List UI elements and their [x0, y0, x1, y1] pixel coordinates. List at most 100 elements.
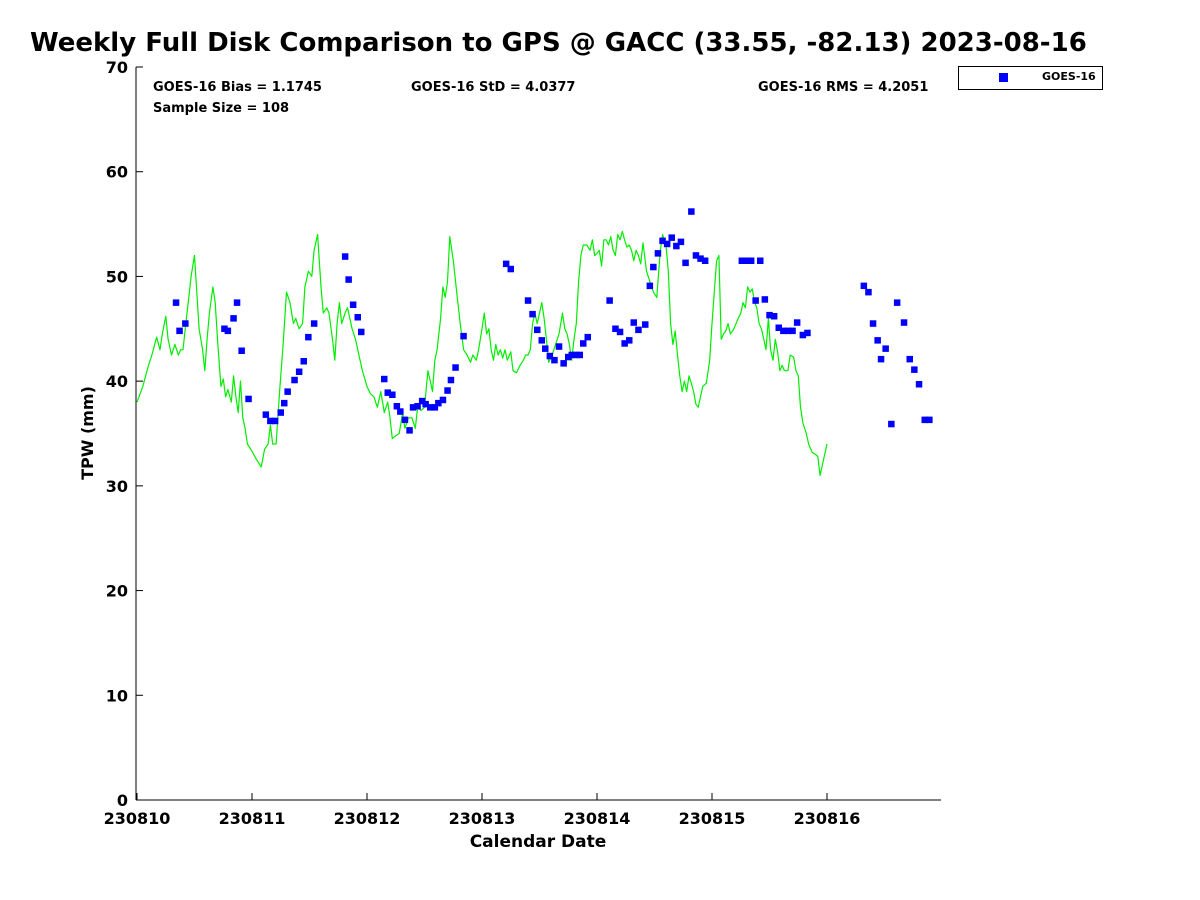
goes16-point — [300, 358, 307, 365]
goes16-point — [869, 320, 877, 327]
goes16-point — [560, 360, 567, 367]
goes16-point — [650, 263, 657, 271]
goes16-point — [444, 387, 451, 394]
goes16-point — [911, 366, 918, 373]
goes16-point — [668, 234, 675, 241]
y-axis-label: TPW (mm) — [78, 386, 97, 480]
goes16-point — [418, 397, 426, 405]
stat-std: GOES-16 StD = 4.0377 — [411, 80, 576, 95]
y-tick-label: 70 — [106, 58, 128, 77]
goes16-point — [877, 355, 885, 363]
goes16-point — [893, 299, 901, 306]
x-tick-label: 230816 — [794, 809, 861, 828]
goes16-point — [310, 320, 318, 327]
goes16-point — [447, 376, 455, 384]
goes16-point — [921, 416, 928, 424]
goes16-point — [654, 250, 662, 257]
goes16-point — [906, 355, 913, 363]
goes16-point — [435, 399, 442, 407]
goes16-point — [682, 259, 689, 267]
goes16-point — [757, 257, 764, 264]
goes16-point — [291, 376, 298, 384]
y-tick-label: 30 — [106, 477, 128, 496]
goes16-point — [284, 388, 291, 395]
goes16-point — [555, 343, 563, 350]
goes16-point — [663, 240, 671, 248]
goes16-point — [761, 296, 769, 303]
y-tick-label: 40 — [106, 372, 128, 391]
goes16-point — [406, 427, 413, 434]
goes16-point — [568, 351, 575, 359]
goes16-point — [793, 319, 801, 326]
goes16-point — [646, 282, 654, 290]
goes16-point — [747, 257, 755, 264]
goes16-point — [401, 416, 409, 424]
axes — [135, 67, 941, 801]
goes16-point — [460, 332, 467, 340]
goes16-point — [573, 351, 580, 359]
goes16-point — [697, 255, 704, 262]
goes16-point — [397, 408, 404, 415]
goes16-point — [221, 325, 228, 332]
goes16-point — [422, 400, 429, 408]
x-tick-label: 230811 — [219, 809, 286, 828]
goes16-point — [354, 314, 361, 321]
y-tick-label: 50 — [106, 267, 128, 286]
goes16-point — [616, 328, 624, 336]
goes16-point — [580, 340, 587, 347]
x-tick-label: 230815 — [679, 809, 746, 828]
stat-sample-size: Sample Size = 108 — [153, 101, 290, 116]
goes16-point — [775, 324, 782, 331]
goes16-point — [172, 299, 180, 306]
goes16-point — [799, 331, 807, 339]
goes16-point — [865, 288, 872, 296]
goes16-point — [546, 352, 554, 360]
goes16-point — [642, 321, 649, 328]
goes16-point — [427, 404, 434, 411]
legend: GOES-16 — [958, 66, 1103, 90]
goes16-point — [381, 375, 388, 383]
goes16-point — [743, 257, 750, 264]
gps-line — [136, 230, 828, 476]
goes16-point — [659, 237, 666, 245]
goes16-point — [673, 242, 680, 250]
goes16-point — [507, 265, 514, 273]
goes16-point — [305, 333, 312, 341]
goes16-point — [349, 301, 357, 308]
goes16-point — [529, 310, 536, 318]
goes16-point — [341, 253, 349, 260]
goes-series — [172, 208, 933, 434]
y-tick-label: 60 — [106, 163, 128, 182]
goes16-point — [224, 327, 232, 335]
goes16-point — [393, 403, 401, 410]
goes16-point — [576, 351, 583, 359]
goes16-point — [789, 327, 796, 335]
goes16-point — [414, 403, 421, 410]
goes16-point — [738, 257, 746, 264]
goes16-point — [752, 297, 759, 304]
goes16-point — [635, 326, 642, 334]
goes16-point — [409, 404, 417, 411]
goes16-point — [804, 329, 811, 337]
goes16-point — [621, 340, 628, 347]
goes16-point — [277, 409, 284, 416]
goes16-point — [770, 313, 778, 320]
goes16-point — [345, 276, 352, 283]
goes16-point — [267, 417, 274, 425]
goes16-point — [784, 327, 792, 335]
goes16-point — [626, 337, 633, 344]
goes16-point — [176, 327, 183, 335]
goes16-point — [926, 416, 933, 424]
goes16-point — [882, 345, 889, 352]
y-tick-label: 0 — [117, 791, 128, 810]
goes16-point — [389, 391, 396, 398]
goes16-point — [701, 257, 709, 264]
chart-title: Weekly Full Disk Comparison to GPS @ GAC… — [30, 28, 1087, 58]
y-tick-label: 10 — [106, 686, 128, 705]
stat-rms: GOES-16 RMS = 4.2051 — [758, 80, 929, 95]
goes16-point — [281, 399, 288, 407]
stat-bias: GOES-16 Bias = 1.1745 — [153, 80, 322, 95]
goes16-point — [630, 319, 637, 326]
